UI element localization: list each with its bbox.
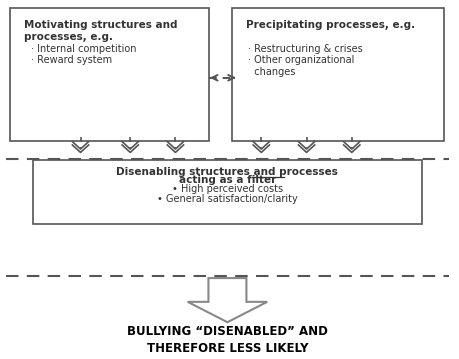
Text: • High perceived costs: • High perceived costs (172, 185, 282, 194)
FancyBboxPatch shape (231, 8, 443, 141)
Text: · Restructuring & crises: · Restructuring & crises (247, 44, 362, 54)
Text: · Internal competition: · Internal competition (31, 44, 136, 54)
FancyBboxPatch shape (11, 8, 209, 141)
Text: Motivating structures and
processes, e.g.: Motivating structures and processes, e.g… (24, 20, 177, 42)
Text: acting as a filter: acting as a filter (179, 175, 275, 185)
Polygon shape (187, 278, 267, 322)
Text: · Other organizational
  changes: · Other organizational changes (247, 55, 353, 76)
Text: · Reward system: · Reward system (31, 55, 112, 65)
Text: BULLYING “DISENABLED” AND
THEREFORE LESS LIKELY: BULLYING “DISENABLED” AND THEREFORE LESS… (127, 325, 327, 355)
Text: • General satisfaction/clarity: • General satisfaction/clarity (157, 194, 297, 204)
FancyBboxPatch shape (33, 160, 421, 224)
Text: Disenabling structures and processes: Disenabling structures and processes (116, 167, 338, 177)
Text: Precipitating processes, e.g.: Precipitating processes, e.g. (245, 20, 414, 30)
